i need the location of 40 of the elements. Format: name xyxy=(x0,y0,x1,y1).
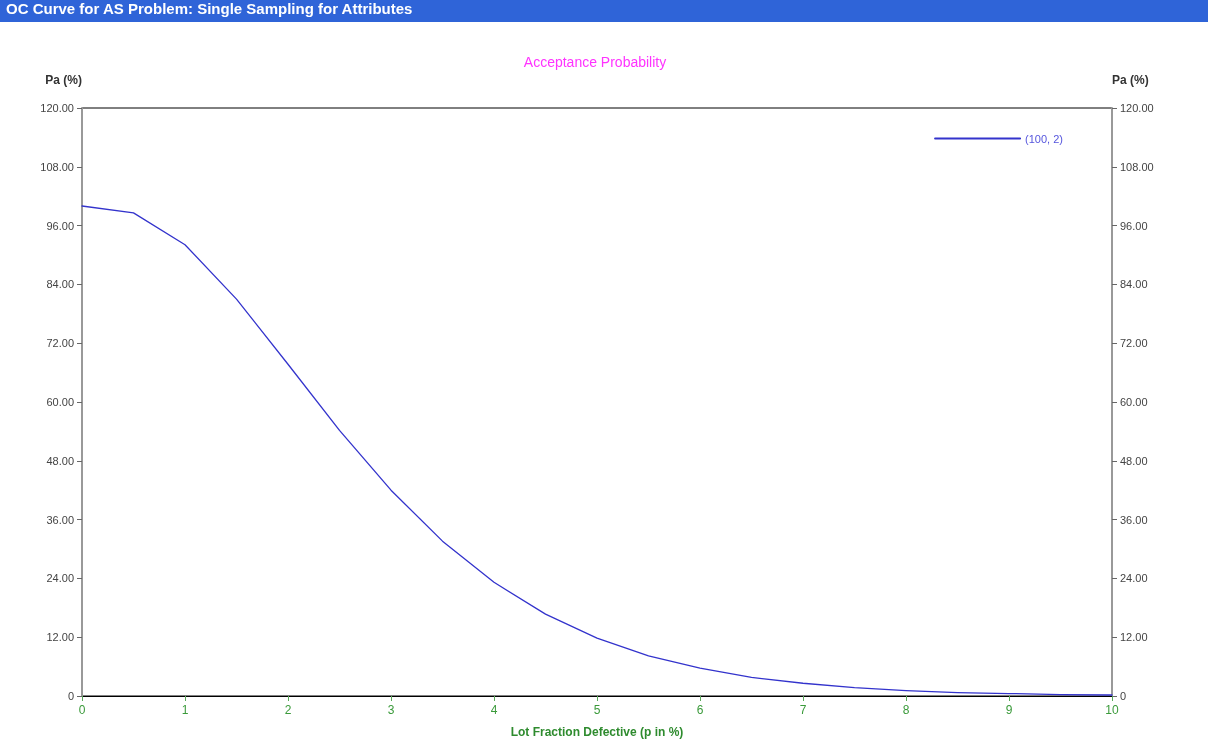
x-tick-label: 2 xyxy=(284,703,292,717)
x-tick-label: 1 xyxy=(181,703,189,717)
y2-tick-label: 96.00 xyxy=(1120,219,1148,232)
y2-axis-title: Pa (%) xyxy=(1112,73,1149,87)
x-axis-title: Lot Fraction Defective (p in %) xyxy=(510,725,684,739)
y-tick-label: 0 xyxy=(67,690,74,702)
y2-tick-label: 60.00 xyxy=(1120,396,1148,408)
y-tick-label: 24.00 xyxy=(46,572,74,585)
y-tick-label: 60.00 xyxy=(46,396,74,408)
y-tick-label: 120.00 xyxy=(40,102,74,114)
y-tick-label: 96.00 xyxy=(46,219,74,232)
y-tick-label: 36.00 xyxy=(46,513,74,526)
window-title-bar: OC Curve for AS Problem: Single Sampling for Attributes xyxy=(0,0,1208,22)
y-tick-label: 12.00 xyxy=(46,631,74,644)
y2-tick-label: 36.00 xyxy=(1120,513,1148,526)
y-tick-label: 72.00 xyxy=(46,337,74,350)
line-series xyxy=(81,205,1113,696)
y-tick-label: 48.00 xyxy=(46,454,74,467)
y-axis-title: Pa (%) xyxy=(45,73,82,87)
y2-tick-label: 72.00 xyxy=(1120,337,1148,350)
y2-tick-label: 120.00 xyxy=(1120,102,1154,114)
y2-tick-label: 108.00 xyxy=(1120,160,1154,173)
y2-tick-label: 48.00 xyxy=(1120,454,1148,467)
y2-tick-label: 12.00 xyxy=(1120,631,1148,644)
x-tick-label: 9 xyxy=(1005,703,1013,717)
x-tick-label: 10 xyxy=(1105,703,1119,717)
x-tick-label: 0 xyxy=(78,703,86,717)
x-tick-label: 3 xyxy=(387,703,395,717)
x-tick-label: 5 xyxy=(593,703,601,717)
x-tick-label: 7 xyxy=(799,703,807,717)
y2-tick-label: 84.00 xyxy=(1120,278,1148,291)
x-tick-label: 8 xyxy=(902,703,910,717)
text: (100, 2) xyxy=(1025,132,1064,145)
y2-tick-label: 24.00 xyxy=(1120,572,1148,585)
x-tick-label: 6 xyxy=(696,703,704,717)
y-tick-label: 84.00 xyxy=(46,278,74,291)
chart-title: Acceptance Probability xyxy=(523,54,667,70)
y-tick-label: 108.00 xyxy=(40,160,74,173)
x-tick-label: 4 xyxy=(490,703,498,717)
y2-tick-label: 0 xyxy=(1120,690,1127,702)
